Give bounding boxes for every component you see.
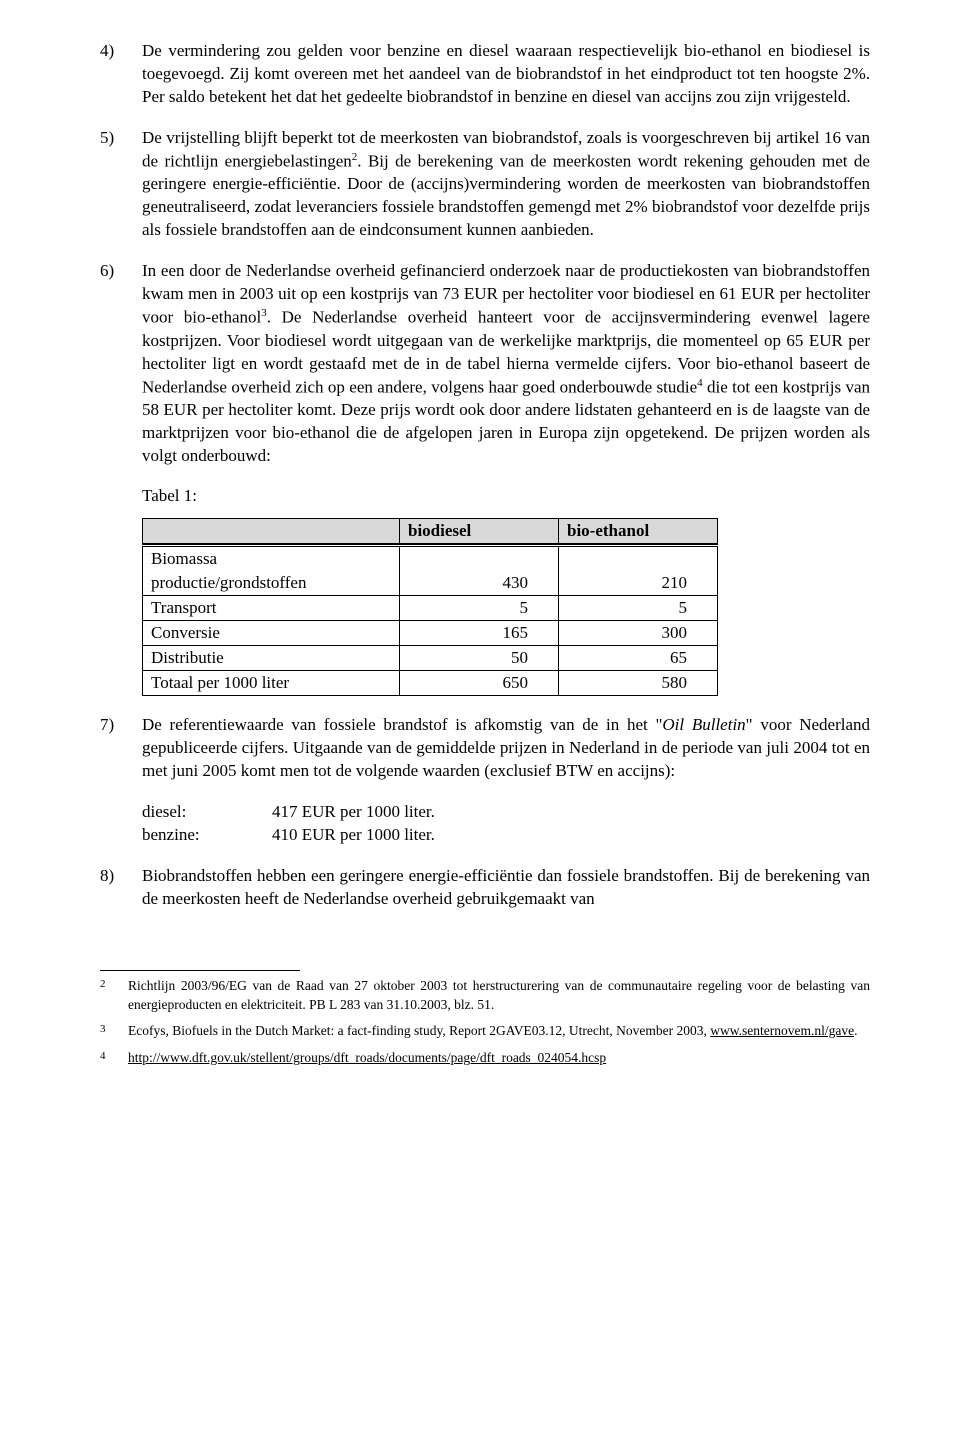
paragraph-text: Biobrandstoffen hebben een geringere ene…	[142, 865, 870, 911]
table-cell-label: Transport	[143, 595, 400, 620]
text-fragment: De referentiewaarde van fossiele brandst…	[142, 715, 662, 734]
paragraph-number: 5)	[100, 127, 142, 242]
table-header: biodiesel	[400, 518, 559, 543]
table-row: Distributie 50 65	[143, 645, 718, 670]
table-cell-label: productie/grondstoffen	[143, 571, 400, 596]
footnote-number: 4	[100, 1049, 128, 1069]
table-cell: 300	[559, 620, 718, 645]
footnote-text: http://www.dft.gov.uk/stellent/groups/df…	[128, 1049, 870, 1069]
footnote-number: 3	[100, 1022, 128, 1042]
table-cell: 50	[400, 645, 559, 670]
table-cell: 5	[559, 595, 718, 620]
text-fragment: .	[854, 1023, 857, 1038]
document-page: 4) De vermindering zou gelden voor benzi…	[0, 0, 960, 1445]
footnotes-block: 2 Richtlijn 2003/96/EG van de Raad van 2…	[100, 977, 870, 1068]
table-cell: 580	[559, 670, 718, 695]
footnote-sup: 3	[100, 1023, 106, 1035]
table-row: productie/grondstoffen 430 210	[143, 571, 718, 596]
paragraph-number: 8)	[100, 865, 142, 911]
paragraph-text: De vermindering zou gelden voor benzine …	[142, 40, 870, 109]
table-cell-label: Biomassa	[143, 545, 400, 571]
table-cell: 210	[559, 571, 718, 596]
table-cell	[400, 545, 559, 571]
table-row: Transport 5 5	[143, 595, 718, 620]
price-value: 410 EUR per 1000 liter.	[272, 824, 435, 847]
cost-table: biodiesel bio-ethanol Biomassa productie…	[142, 518, 718, 696]
price-row: diesel: 417 EUR per 1000 liter.	[142, 801, 870, 824]
paragraph-text: De vrijstelling blijft beperkt tot de me…	[142, 127, 870, 242]
table-cell	[559, 545, 718, 571]
price-row: benzine: 410 EUR per 1000 liter.	[142, 824, 870, 847]
table-header-row: biodiesel bio-ethanol	[143, 518, 718, 543]
price-block: diesel: 417 EUR per 1000 liter. benzine:…	[142, 801, 870, 847]
table-header-empty	[143, 518, 400, 543]
paragraph-8: 8) Biobrandstoffen hebben een geringere …	[100, 865, 870, 911]
paragraph-number: 7)	[100, 714, 142, 783]
price-label: benzine:	[142, 824, 272, 847]
table-row: Conversie 165 300	[143, 620, 718, 645]
footnote-sup: 4	[100, 1050, 106, 1062]
table-cell: 430	[400, 571, 559, 596]
paragraph-5: 5) De vrijstelling blijft beperkt tot de…	[100, 127, 870, 242]
table-cell: 65	[559, 645, 718, 670]
table-row: Biomassa	[143, 545, 718, 571]
footnote: 2 Richtlijn 2003/96/EG van de Raad van 2…	[100, 977, 870, 1013]
footnote: 3 Ecofys, Biofuels in the Dutch Market: …	[100, 1022, 870, 1042]
footnote-text: Richtlijn 2003/96/EG van de Raad van 27 …	[128, 977, 870, 1013]
paragraph-7: 7) De referentiewaarde van fossiele bran…	[100, 714, 870, 783]
footnote-link[interactable]: http://www.dft.gov.uk/stellent/groups/df…	[128, 1050, 606, 1065]
table-cell-label: Distributie	[143, 645, 400, 670]
table-cell: 650	[400, 670, 559, 695]
footnote-text: Ecofys, Biofuels in the Dutch Market: a …	[128, 1022, 870, 1042]
paragraph-4: 4) De vermindering zou gelden voor benzi…	[100, 40, 870, 109]
italic-text: Oil Bulletin	[662, 715, 745, 734]
paragraph-text: De referentiewaarde van fossiele brandst…	[142, 714, 870, 783]
table-cell: 165	[400, 620, 559, 645]
footnote-link[interactable]: www.senternovem.nl/gave	[710, 1023, 854, 1038]
table-row: Totaal per 1000 liter 650 580	[143, 670, 718, 695]
text-fragment: Ecofys, Biofuels in the Dutch Market: a …	[128, 1023, 710, 1038]
price-value: 417 EUR per 1000 liter.	[272, 801, 435, 824]
table-cell-label: Conversie	[143, 620, 400, 645]
paragraph-number: 4)	[100, 40, 142, 109]
footnote: 4 http://www.dft.gov.uk/stellent/groups/…	[100, 1049, 870, 1069]
price-label: diesel:	[142, 801, 272, 824]
table-cell: 5	[400, 595, 559, 620]
table-header: bio-ethanol	[559, 518, 718, 543]
table-cell-label: Totaal per 1000 liter	[143, 670, 400, 695]
footnote-number: 2	[100, 977, 128, 1013]
table-label: Tabel 1:	[142, 486, 870, 506]
paragraph-text: In een door de Nederlandse overheid gefi…	[142, 260, 870, 468]
paragraph-6: 6) In een door de Nederlandse overheid g…	[100, 260, 870, 468]
paragraph-number: 6)	[100, 260, 142, 468]
footnote-separator	[100, 970, 300, 971]
footnote-sup: 2	[100, 978, 106, 990]
